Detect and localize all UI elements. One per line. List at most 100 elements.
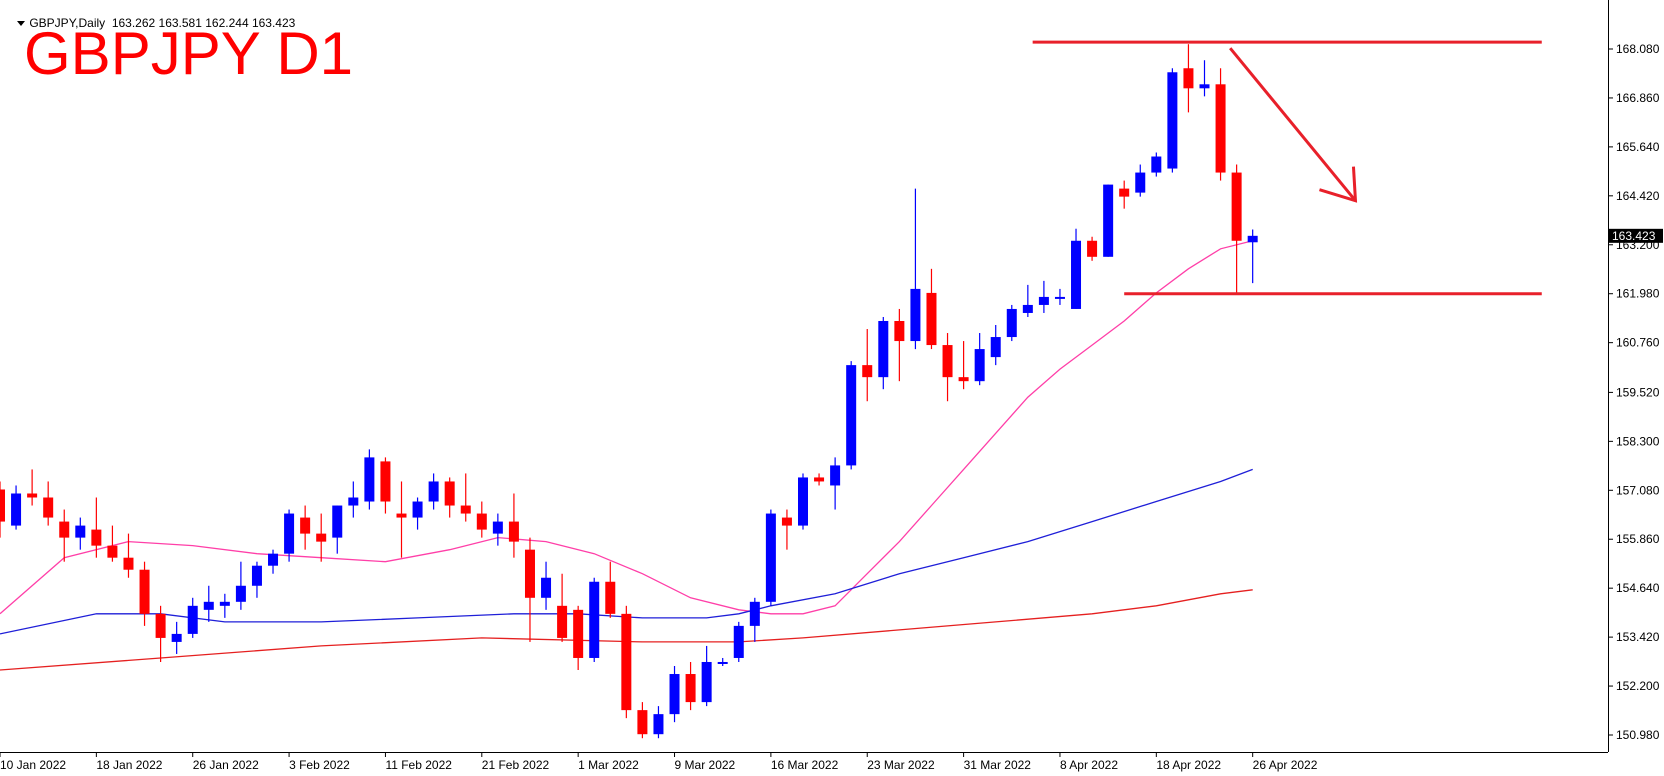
candle xyxy=(139,561,150,626)
candle-body xyxy=(1135,172,1146,193)
candle-body xyxy=(1022,304,1033,313)
x-tick-label: 16 Mar 2022 xyxy=(771,758,839,772)
candle xyxy=(444,477,455,518)
candle xyxy=(974,333,985,386)
candle-body xyxy=(187,605,198,634)
candle-body xyxy=(541,577,552,598)
down-arrow-shaft xyxy=(1229,47,1357,202)
candle xyxy=(59,509,70,562)
candle-body xyxy=(476,513,487,530)
candle-body xyxy=(59,521,70,538)
candle-body xyxy=(412,501,423,518)
symbol-info-label: GBPJPY,Daily 163.262 163.581 162.244 163… xyxy=(4,2,295,44)
candle xyxy=(380,457,391,514)
y-tick-label: 155.860 xyxy=(1616,532,1660,546)
candle-body xyxy=(1103,184,1114,257)
candle xyxy=(107,525,118,562)
candle-body xyxy=(11,493,22,526)
candle-body xyxy=(123,557,134,570)
candle-body xyxy=(1215,84,1226,173)
candle-body xyxy=(1087,240,1098,257)
y-tick-label: 166.860 xyxy=(1616,91,1660,105)
current-price-label: 163.423 xyxy=(1612,229,1656,243)
candle-body xyxy=(878,320,889,378)
ma-slow-line xyxy=(0,589,1253,671)
chart-overlay-title: GBPJPY D1 xyxy=(24,20,354,87)
candle-body xyxy=(27,493,38,498)
candle xyxy=(187,597,198,638)
candle-body xyxy=(444,481,455,506)
candle-body xyxy=(1119,188,1130,197)
y-tick-label: 160.760 xyxy=(1616,336,1660,350)
candle xyxy=(1247,229,1258,284)
candle xyxy=(43,481,54,526)
candle-body xyxy=(798,477,808,526)
annotations xyxy=(1032,40,1542,296)
x-tick-label: 18 Apr 2022 xyxy=(1156,758,1221,772)
x-tick-label: 21 Feb 2022 xyxy=(482,758,550,772)
candle xyxy=(364,449,375,510)
candle-body xyxy=(926,292,937,346)
candle xyxy=(1071,228,1082,309)
current-price-badge xyxy=(1609,228,1663,243)
x-tick-label: 23 Mar 2022 xyxy=(867,758,935,772)
candle xyxy=(1054,288,1065,305)
candle-body xyxy=(43,497,54,518)
candle-body xyxy=(990,337,1001,358)
candle xyxy=(1119,180,1130,209)
candle xyxy=(332,505,343,554)
x-tick-label: 9 Mar 2022 xyxy=(675,758,736,772)
x-tick-label: 31 Mar 2022 xyxy=(964,758,1032,772)
candle-body xyxy=(268,553,279,566)
candle xyxy=(798,473,808,530)
candle xyxy=(155,605,166,662)
dropdown-triangle-icon[interactable] xyxy=(17,21,26,27)
candle xyxy=(605,561,616,618)
candle-body xyxy=(508,521,519,542)
candle xyxy=(749,597,760,642)
candle-body xyxy=(171,633,182,642)
candle xyxy=(557,573,568,642)
candle-body xyxy=(685,674,696,703)
candle xyxy=(1135,164,1146,197)
ma-fast-line xyxy=(0,240,1253,615)
candle xyxy=(910,188,921,350)
candle xyxy=(1199,60,1210,97)
y-tick-label: 153.420 xyxy=(1616,630,1660,644)
candle-body xyxy=(107,545,118,558)
candle-body xyxy=(396,513,407,518)
candle xyxy=(251,561,262,598)
candle-body xyxy=(1071,240,1082,309)
candle-body xyxy=(1199,84,1210,89)
y-tick-label: 157.080 xyxy=(1616,483,1660,497)
candle-body xyxy=(155,613,166,638)
candle-body xyxy=(669,674,680,715)
candle-body xyxy=(0,489,5,522)
x-tick-label: 26 Apr 2022 xyxy=(1253,758,1318,772)
candle xyxy=(1231,164,1242,293)
candle-body xyxy=(316,533,327,542)
candle xyxy=(171,621,182,654)
candle xyxy=(284,509,295,562)
candle xyxy=(781,509,792,550)
candle xyxy=(717,657,728,666)
candle-body xyxy=(557,605,568,638)
candle-body xyxy=(251,565,262,586)
candle xyxy=(846,361,857,470)
symbol-info-text: GBPJPY,Daily 163.262 163.581 162.244 163… xyxy=(29,16,296,30)
candle-body xyxy=(814,477,825,482)
candle xyxy=(814,473,825,486)
x-tick-label: 1 Mar 2022 xyxy=(578,758,639,772)
candle xyxy=(621,605,632,719)
y-tick-label: 161.980 xyxy=(1616,287,1660,301)
candle-body xyxy=(364,457,375,502)
candle-body xyxy=(653,714,664,735)
candle xyxy=(1087,236,1098,261)
candle-body xyxy=(733,625,744,658)
candle-body xyxy=(1054,296,1065,299)
candle xyxy=(508,493,519,558)
candle-body xyxy=(219,601,230,606)
